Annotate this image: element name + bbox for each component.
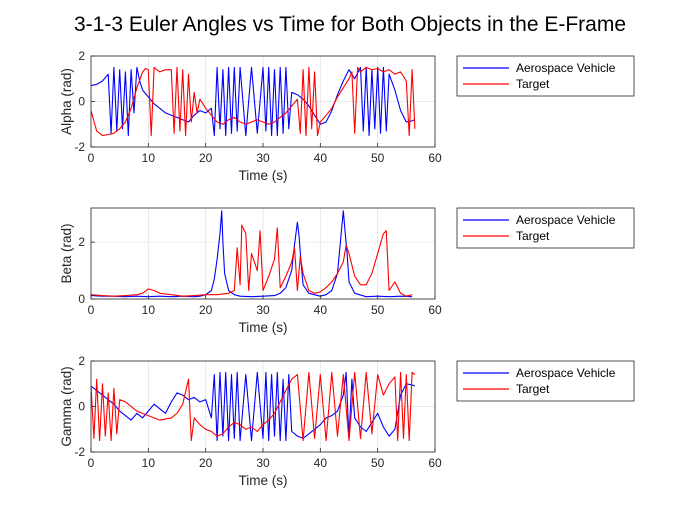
x-tick-label: 60: [428, 303, 442, 317]
series-group: [91, 66, 416, 137]
x-tick-label: 50: [371, 151, 385, 165]
x-tick-label: 40: [314, 151, 328, 165]
x-tick-label: 40: [314, 456, 328, 470]
x-tick-label: 20: [199, 151, 213, 165]
x-tick-label: 30: [256, 303, 270, 317]
x-axis-label: Time (s): [239, 473, 288, 488]
legend-entry-label: Target: [516, 382, 550, 396]
legend-entry-label: Aerospace Vehicle: [516, 61, 616, 75]
series-line-target: [91, 66, 416, 137]
series-group: [91, 371, 416, 442]
legend-entry-label: Target: [516, 229, 550, 243]
legend-box: [456, 55, 635, 97]
series-line-target: [91, 224, 413, 297]
y-axis-label: Beta (rad): [59, 223, 74, 283]
legend: Aerospace Vehicle Target: [456, 55, 635, 97]
figure-title: 3-1-3 Euler Angles vs Time for Both Obje…: [74, 13, 626, 36]
x-tick-label: 50: [371, 456, 385, 470]
x-axis-label: Time (s): [239, 168, 288, 183]
x-tick-label: 10: [142, 151, 156, 165]
x-tick-label: 10: [142, 303, 156, 317]
y-tick-label: 2: [78, 49, 85, 63]
legend-box: [456, 360, 635, 402]
x-tick-label: 30: [256, 456, 270, 470]
x-tick-label: 0: [88, 151, 95, 165]
series-line-vehicle: [91, 371, 416, 442]
y-tick-label: 0: [78, 400, 85, 414]
x-tick-label: 0: [88, 303, 95, 317]
y-tick-label: -2: [74, 140, 85, 154]
y-axis-label: Alpha (rad): [59, 68, 74, 135]
y-tick-label: 2: [78, 354, 85, 368]
x-axis-label: Time (s): [239, 320, 288, 335]
legend-entry-label: Target: [516, 77, 550, 91]
x-tick-label: 30: [256, 151, 270, 165]
x-tick-label: 20: [199, 456, 213, 470]
legend-box: [456, 207, 635, 249]
legend: Aerospace Vehicle Target: [456, 360, 635, 402]
x-tick-label: 60: [428, 151, 442, 165]
x-tick-label: 60: [428, 456, 442, 470]
legend: Aerospace Vehicle Target: [456, 207, 635, 249]
x-tick-label: 50: [371, 303, 385, 317]
legend-entry-label: Aerospace Vehicle: [516, 213, 616, 227]
y-axis-label: Gamma (rad): [59, 366, 74, 446]
x-tick-label: 20: [199, 303, 213, 317]
series-group: [91, 210, 413, 298]
y-tick-label: 0: [78, 292, 85, 306]
legend-entry-label: Aerospace Vehicle: [516, 366, 616, 380]
subplot-2: 0 10 20 30 40 50 60 0 2 Time (s) Beta (rad) Aerospa…: [59, 207, 635, 335]
x-tick-label: 10: [142, 456, 156, 470]
x-tick-label: 40: [314, 303, 328, 317]
y-tick-label: -2: [74, 445, 85, 459]
series-line-target: [91, 371, 416, 442]
y-tick-label: 2: [78, 235, 85, 249]
y-tick-label: 0: [78, 95, 85, 109]
x-tick-label: 0: [88, 456, 95, 470]
